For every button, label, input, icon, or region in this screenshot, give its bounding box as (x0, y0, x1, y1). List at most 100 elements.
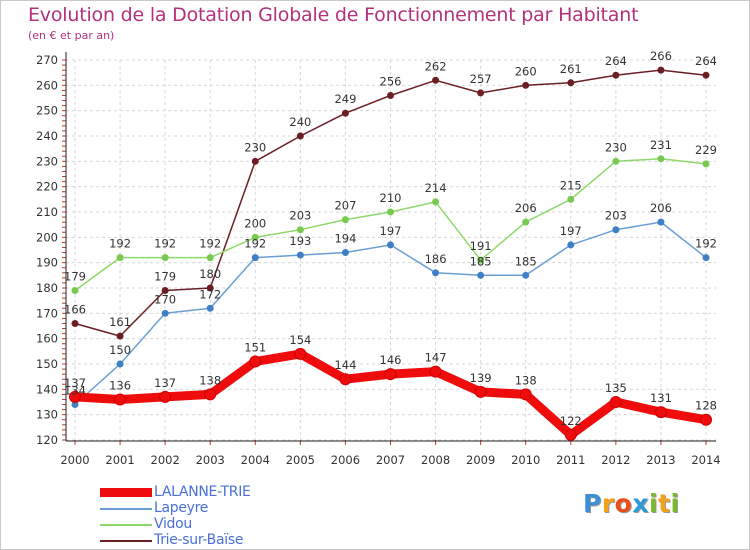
data-label-lapeyre: 192 (695, 237, 717, 251)
data-point-lalanne-trie (654, 406, 667, 419)
y-tick-label: 180 (36, 281, 58, 295)
legend-swatch-vidou (100, 524, 152, 526)
data-point-lapeyre (567, 241, 575, 249)
data-label-trie-sur-ba-se: 180 (199, 267, 221, 281)
data-label-lapeyre: 203 (605, 209, 627, 223)
data-point-vidou (116, 254, 124, 262)
logo-letter: t (658, 489, 671, 518)
data-label-lapeyre: 186 (425, 252, 447, 266)
data-label-lapeyre: 185 (470, 254, 492, 268)
legend-label: LALANNE-TRIE (154, 484, 251, 500)
data-point-vidou (161, 254, 169, 262)
data-point-vidou (206, 254, 214, 262)
data-point-lapeyre (432, 269, 440, 277)
logo-letter: P (583, 489, 602, 518)
chart-subtitle: (en € et par an) (28, 29, 115, 42)
data-point-trie-sur-ba-se (612, 71, 620, 79)
data-point-trie-sur-ba-se (432, 76, 440, 84)
data-point-vidou (657, 155, 665, 163)
data-label-trie-sur-ba-se: 249 (334, 92, 356, 106)
data-label-lalanne-trie: 138 (199, 373, 221, 387)
x-tick-label: 2001 (105, 453, 134, 467)
data-label-lalanne-trie: 151 (244, 340, 266, 354)
data-label-lapeyre: 172 (199, 287, 221, 301)
y-tick-label: 190 (36, 256, 58, 270)
data-label-vidou: 229 (695, 143, 717, 157)
y-tick-label: 200 (36, 230, 58, 244)
data-point-lalanne-trie (204, 388, 217, 401)
data-point-vidou (387, 208, 394, 216)
data-label-lalanne-trie: 146 (380, 353, 402, 367)
data-point-lapeyre (116, 360, 124, 368)
data-point-vidou (567, 195, 575, 203)
data-label-trie-sur-ba-se: 262 (425, 59, 447, 73)
data-point-lapeyre (161, 309, 169, 317)
data-label-lalanne-trie: 122 (560, 414, 582, 428)
legend-swatch-lapeyre (100, 508, 152, 510)
data-label-lalanne-trie: 138 (515, 373, 537, 387)
data-label-trie-sur-ba-se: 264 (605, 54, 627, 68)
data-label-trie-sur-ba-se: 257 (470, 72, 492, 86)
data-label-trie-sur-ba-se: 261 (560, 62, 582, 76)
legend-item-trie-sur-baise: Trie-sur-Baïse (100, 532, 360, 549)
data-point-trie-sur-ba-se (71, 319, 79, 327)
data-point-trie-sur-ba-se (296, 132, 304, 140)
data-point-trie-sur-ba-se (251, 157, 259, 165)
x-tick-label: 2010 (511, 453, 540, 467)
data-point-lalanne-trie (294, 347, 307, 360)
data-point-lapeyre (657, 218, 665, 226)
data-point-lalanne-trie (384, 368, 397, 381)
data-label-vidou: 192 (199, 237, 221, 251)
data-point-lalanne-trie (519, 388, 532, 401)
x-tick-label: 2002 (151, 453, 180, 467)
data-point-trie-sur-ba-se (206, 284, 214, 292)
y-tick-label: 260 (36, 78, 58, 92)
data-point-trie-sur-ba-se (116, 332, 124, 340)
data-label-lalanne-trie: 137 (64, 376, 86, 390)
logo-letter: i (649, 489, 659, 518)
data-label-vidou: 230 (605, 140, 627, 154)
data-point-lalanne-trie (114, 393, 127, 406)
data-point-trie-sur-ba-se (522, 81, 530, 89)
logo-letter: o (614, 489, 633, 518)
data-point-lalanne-trie (609, 396, 622, 408)
data-label-lapeyre: 192 (244, 237, 266, 251)
data-point-lalanne-trie (249, 355, 262, 368)
y-tick-label: 170 (36, 306, 58, 320)
data-point-trie-sur-ba-se (657, 66, 665, 74)
data-label-vidou: 192 (109, 237, 131, 251)
logo-letter: i (670, 489, 680, 518)
y-tick-label: 160 (36, 332, 58, 346)
data-label-lalanne-trie: 128 (695, 399, 717, 413)
data-label-lalanne-trie: 154 (289, 333, 311, 347)
data-label-vidou: 210 (380, 191, 402, 205)
data-label-vidou: 214 (425, 181, 447, 195)
x-tick-label: 2006 (331, 453, 360, 467)
x-tick-label: 2009 (466, 453, 495, 467)
y-tick-label: 270 (36, 53, 58, 67)
data-point-lapeyre (251, 254, 259, 262)
data-point-trie-sur-ba-se (567, 79, 575, 87)
proxiti-logo: Proxiti (583, 489, 680, 518)
data-point-vidou (477, 256, 485, 264)
data-label-trie-sur-ba-se: 161 (109, 315, 131, 329)
legend-label: Vidou (154, 516, 192, 532)
data-label-lalanne-trie: 136 (109, 378, 131, 392)
data-point-lapeyre (387, 241, 394, 249)
logo-letter: r (601, 489, 615, 518)
data-point-lapeyre (477, 271, 485, 279)
data-label-vidou: 206 (515, 201, 537, 215)
x-tick-label: 2012 (601, 453, 630, 467)
data-label-lalanne-trie: 139 (470, 371, 492, 385)
x-tick-label: 2013 (646, 453, 675, 467)
data-point-lalanne-trie (474, 385, 487, 398)
x-tick-label: 2005 (286, 453, 315, 467)
data-point-lapeyre (296, 251, 304, 259)
data-label-lapeyre: 197 (560, 224, 582, 238)
data-point-lalanne-trie (69, 390, 81, 403)
data-label-lalanne-trie: 137 (154, 376, 176, 390)
legend-item-lapeyre: Lapeyre (100, 500, 360, 517)
x-tick-label: 2007 (376, 453, 405, 467)
y-tick-label: 140 (36, 382, 58, 396)
